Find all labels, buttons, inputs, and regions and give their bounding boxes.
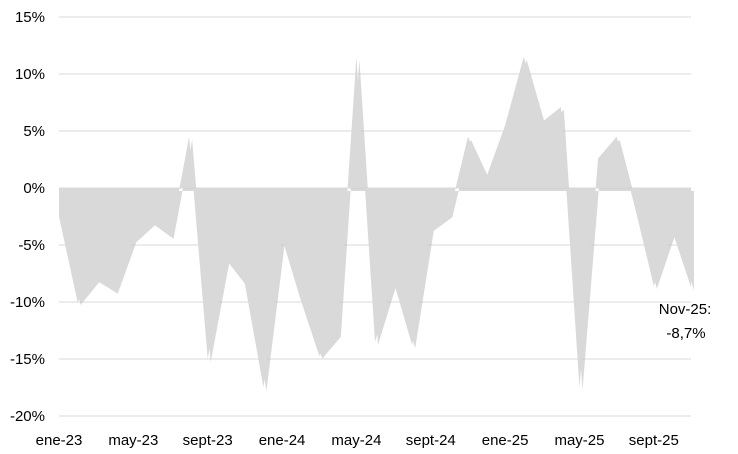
last-value-annotation: Nov-25: -8,7% [659, 301, 712, 342]
y-tick-label: -15% [10, 351, 45, 368]
x-tick-label: ene-24 [259, 432, 306, 449]
y-tick-label: 15% [15, 9, 45, 26]
x-tick-label: may-23 [108, 432, 158, 449]
y-tick-label: 10% [15, 66, 45, 83]
y-tick-label: -20% [10, 408, 45, 425]
y-axis-labels: 15% 10% 5% 0% -5% -10% -15% -20% [10, 9, 45, 425]
y-tick-label: -10% [10, 294, 45, 311]
x-tick-label: may-24 [331, 432, 381, 449]
x-tick-label: sept-23 [183, 432, 233, 449]
x-tick-label: sept-25 [629, 432, 679, 449]
y-tick-label: -5% [18, 237, 45, 254]
x-axis-labels: ene-23 may-23 sept-23 ene-24 may-24 sept-24 en… [36, 432, 679, 449]
annotation-line-2: -8,7% [666, 325, 705, 342]
annotation-line-1: Nov-25: [659, 301, 712, 318]
series-area [59, 56, 694, 391]
y-tick-label: 5% [23, 123, 45, 140]
area-fill [59, 56, 691, 388]
x-tick-label: ene-23 [36, 432, 83, 449]
x-tick-label: sept-24 [406, 432, 456, 449]
y-tick-label: 0% [23, 180, 45, 197]
x-tick-label: may-25 [554, 432, 604, 449]
x-tick-label: ene-25 [482, 432, 529, 449]
